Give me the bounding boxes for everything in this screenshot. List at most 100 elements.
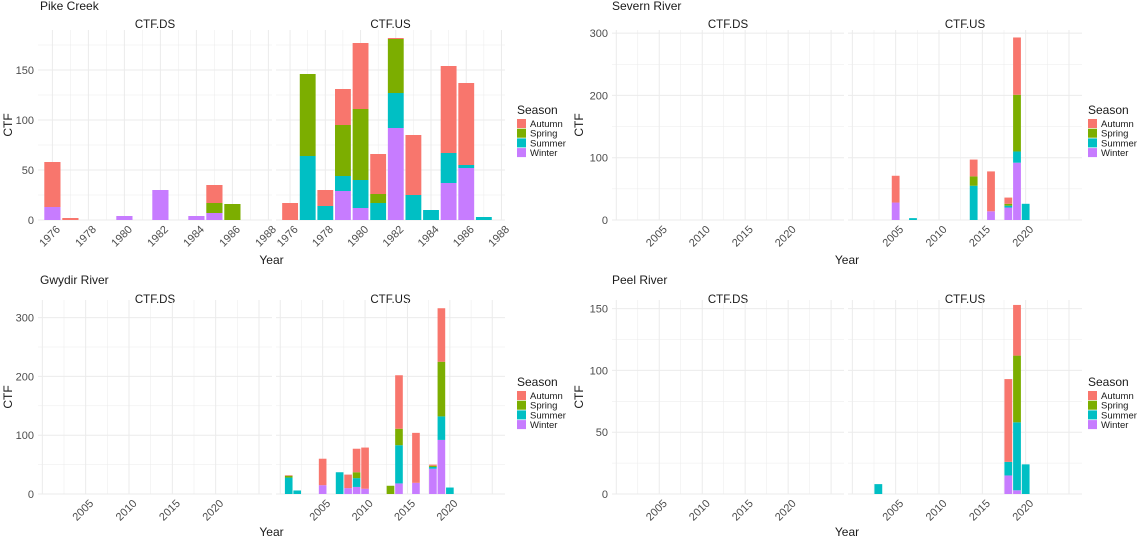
- legend-swatch-autumn: [517, 119, 526, 128]
- facet-strip-label: CTF.US: [370, 19, 411, 31]
- panel-pike-creek: Pike Creek CTF.DS 1976 1978 1980 1982 1984 1986…: [1, 0, 566, 267]
- bar-autumn-2016: [412, 432, 420, 483]
- bar-spring-2019: [437, 361, 446, 417]
- bar-autumn-1986: [458, 83, 475, 165]
- bar-summer-2018: [429, 466, 437, 469]
- x-tick-label: 2005: [644, 224, 670, 250]
- bar-summer-2002: [293, 490, 302, 494]
- x-tick-label: 2015: [730, 224, 756, 250]
- x-tick-label: 1978: [310, 224, 336, 250]
- x-tick-label: 2010: [350, 498, 376, 524]
- x-tick-label: 2010: [114, 498, 140, 524]
- bar-autumn-2009: [352, 448, 361, 473]
- bar-spring-2014: [395, 428, 403, 446]
- bar-winter-1986: [458, 168, 475, 220]
- bar-autumn-2016: [987, 171, 995, 212]
- bar-autumn-1976: [282, 203, 299, 220]
- legend-label: Spring: [530, 129, 557, 140]
- y-tick-label: 200: [590, 90, 608, 102]
- facet-ctf-us: CTF.US 2005 2010 2015 2020: [848, 19, 1082, 249]
- legend-swatch-summer: [1088, 410, 1097, 420]
- facet-ctf-ds: CTF.DS 2005 2010 2015 2020 0 100 200 300: [16, 294, 272, 523]
- bar-summer-1979: [335, 176, 351, 191]
- legend-label: Summer: [1101, 410, 1137, 421]
- x-tick-label: 2005: [880, 498, 906, 524]
- x-tick-label: 2020: [773, 498, 799, 524]
- x-tick-label: 1976: [37, 224, 63, 250]
- bar-summer-2009: [352, 478, 361, 487]
- facet-strip-label: CTF.US: [945, 294, 986, 306]
- bar-summer-2003: [874, 484, 883, 494]
- bar-summer-2019: [1013, 422, 1021, 491]
- legend-swatch-spring: [517, 128, 526, 138]
- bar-autumn-2019: [437, 308, 446, 362]
- bar-winter-1980: [116, 216, 133, 220]
- bar-winter-2005: [891, 202, 900, 220]
- bar-autumn-2019: [1013, 304, 1021, 356]
- bar-summer-2020: [1021, 464, 1030, 494]
- bar-summer-1987: [475, 217, 492, 220]
- legend-label: Winter: [530, 420, 557, 431]
- bar-autumn-2005: [891, 175, 900, 203]
- legend-label: Autumn: [530, 391, 563, 402]
- bar-autumn-1983: [405, 135, 422, 195]
- panel-severn-river: Severn River CTF.DS 2005 2010 2015 2020 0 100 20…: [572, 0, 1137, 267]
- bar-spring-2019: [1013, 94, 1021, 152]
- legend-title: Season: [517, 375, 558, 389]
- bar-winter-2010: [361, 488, 369, 494]
- legend-swatch-autumn: [1088, 391, 1097, 400]
- y-tick-label: 100: [590, 365, 608, 377]
- bar-winter-2016: [987, 211, 995, 220]
- bar-winter-2019: [1013, 162, 1021, 220]
- bar-spring-2001: [284, 475, 293, 478]
- legend-title: Season: [517, 103, 558, 117]
- y-axis-label: CTF: [1, 113, 15, 136]
- legend-title: Season: [1088, 103, 1129, 117]
- x-tick-label: 2005: [880, 224, 906, 250]
- bar-autumn-2018: [1004, 197, 1013, 204]
- panel-title: Pike Creek: [40, 0, 100, 13]
- bar-summer-1977: [299, 156, 316, 220]
- legend-label: Spring: [1101, 129, 1128, 140]
- bar-winter-2018: [1004, 475, 1013, 494]
- x-tick-label: 1982: [145, 224, 171, 250]
- legend-swatch-summer: [1088, 138, 1097, 148]
- bar-winter-2009: [352, 486, 361, 494]
- legend-title: Season: [1088, 375, 1129, 389]
- bar-summer-1983: [405, 195, 422, 220]
- bar-summer-1982: [387, 93, 404, 128]
- bar-summer-2018: [1004, 205, 1013, 208]
- x-tick-label: 1986: [217, 224, 243, 250]
- facet-strip-label: CTF.DS: [135, 294, 176, 306]
- legend-swatch-winter: [1088, 148, 1097, 158]
- x-tick-label: 2020: [435, 498, 461, 524]
- bar-summer-2007: [909, 218, 917, 220]
- legend-label: Winter: [1101, 420, 1128, 431]
- x-tick-label: 1980: [109, 224, 135, 250]
- y-tick-label: 0: [28, 215, 34, 227]
- x-tick-label: 2020: [773, 224, 799, 250]
- bar-spring-1980: [352, 109, 369, 180]
- y-tick-label: 150: [590, 304, 608, 316]
- bar-spring-1977: [299, 74, 316, 156]
- bar-spring-1982: [387, 39, 404, 93]
- bar-summer-2020: [446, 487, 454, 494]
- x-tick-label: 2015: [967, 498, 993, 524]
- bar-autumn-1985: [440, 66, 457, 153]
- legend-label: Autumn: [1101, 391, 1134, 402]
- legend-swatch-autumn: [1088, 119, 1097, 128]
- facet-ctf-ds: CTF.DS 2005 2010 2015 2020 0 100 200 300: [590, 19, 844, 249]
- bar-autumn-2018: [1004, 379, 1013, 462]
- legend-label: Winter: [530, 148, 557, 159]
- x-tick-label: 2015: [392, 498, 418, 524]
- bar-summer-2019: [1013, 151, 1021, 163]
- bar-winter-2008: [344, 488, 352, 494]
- legend-swatch-winter: [1088, 420, 1097, 430]
- x-tick-label: 1984: [181, 224, 207, 250]
- x-tick-label: 1984: [416, 224, 442, 250]
- bar-spring-1981: [370, 194, 387, 203]
- y-tick-label: 300: [16, 313, 34, 325]
- y-tick-label: 100: [590, 153, 608, 165]
- legend-label: Autumn: [1101, 119, 1134, 130]
